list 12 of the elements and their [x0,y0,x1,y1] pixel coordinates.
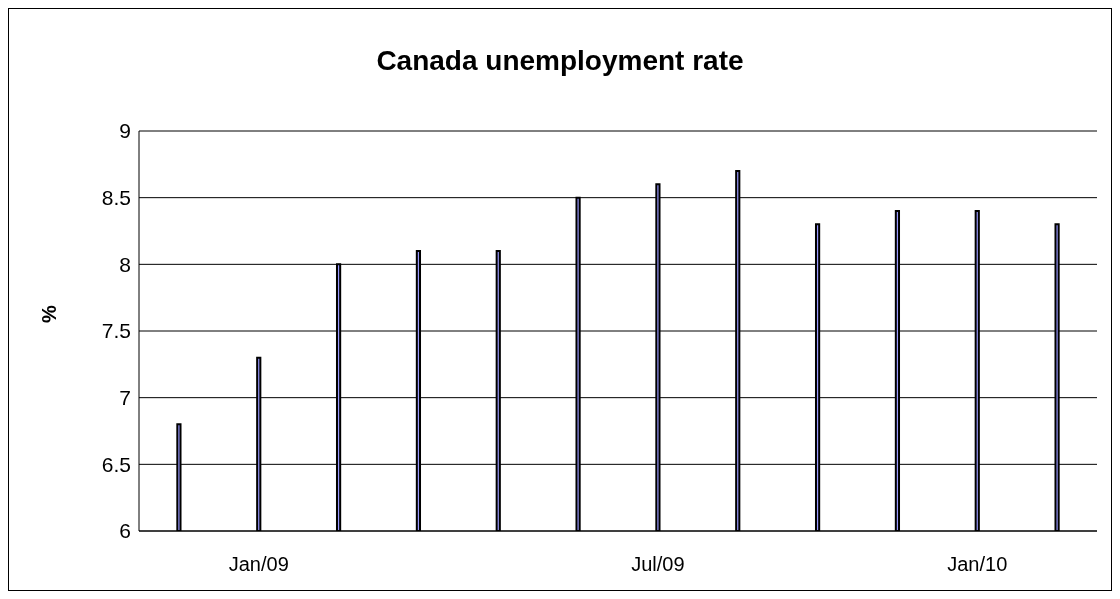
y-axis-title: % [37,305,61,323]
y-tick-label: 8.5 [101,186,131,210]
y-tick-label: 9 [119,119,131,143]
y-tick-label: 8 [119,252,131,276]
chart-title: Canada unemployment rate [375,45,745,77]
y-tick-label: 7 [119,386,131,410]
x-tick-label: Jan/09 [228,553,289,576]
x-tick-label: Jul/09 [631,553,685,576]
y-tick-label: 6 [119,519,131,543]
x-tick-label: Jan/10 [947,553,1008,576]
y-tick-label: 6.5 [101,452,131,476]
y-tick-label: 7.5 [101,319,131,343]
